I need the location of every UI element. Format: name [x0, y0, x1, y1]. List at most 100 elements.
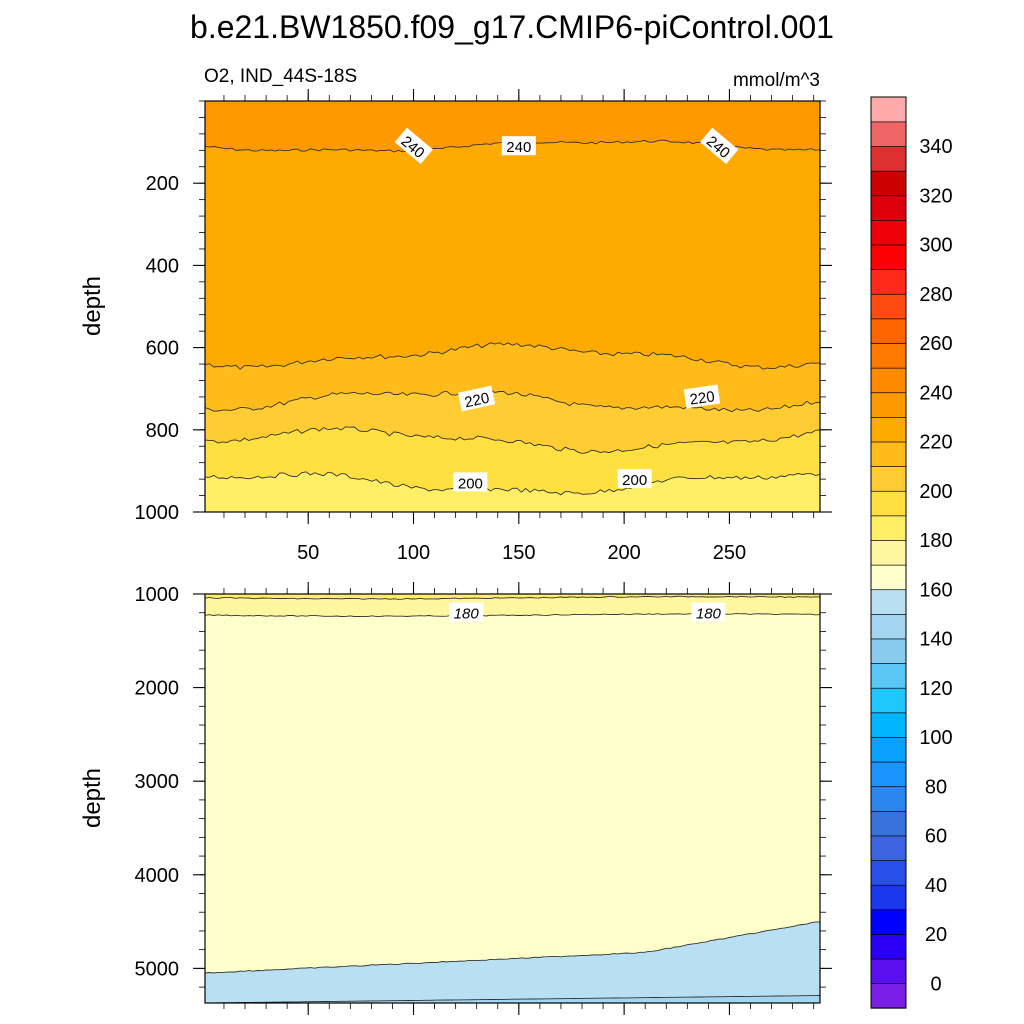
colorbar-swatch: [870, 244, 907, 270]
contour-label-box: [691, 602, 726, 622]
contour-label-box: [700, 127, 739, 165]
contour-label: 240: [506, 139, 531, 156]
colorbar-swatch: [870, 96, 907, 123]
contour-label-group: 240: [501, 136, 536, 156]
colorbar-swatch: [870, 441, 907, 467]
contour-fills: [205, 101, 820, 512]
contour-label-group: 180: [691, 602, 726, 623]
contour-label-box: [683, 384, 721, 409]
fill-band: [205, 921, 820, 1003]
colorbar-tick-label: 180: [919, 530, 952, 552]
colorbar-swatch: [870, 638, 907, 664]
x-tick-label: 200: [607, 542, 640, 564]
colorbar-swatch: [870, 589, 907, 615]
contour-line: [205, 471, 820, 496]
colorbar-tick-label: 20: [925, 924, 947, 946]
colorbar-swatch: [870, 367, 907, 394]
contour-fills: [205, 594, 820, 1003]
colorbar-tick-label: 0: [930, 973, 941, 995]
contour-label: 180: [454, 606, 480, 623]
contour-label: 180: [696, 606, 722, 623]
y-tick-label: 2000: [135, 678, 180, 700]
contour-label-box: [457, 385, 496, 412]
contour-label-group: 200: [617, 469, 652, 489]
colorbar-swatch: [870, 810, 907, 837]
colorbar-tick-label: 220: [919, 432, 952, 454]
colorbar-swatch: [870, 958, 907, 985]
colorbar-swatch: [870, 662, 907, 689]
contour-line: [205, 426, 820, 454]
contour-label-group: 200: [453, 472, 488, 492]
colorbar-swatch: [870, 909, 907, 935]
x-tick-label: 50: [297, 542, 319, 564]
colorbar-tick-label: 200: [919, 481, 952, 503]
contour-label: 220: [689, 388, 716, 408]
y-tick-label: 1000: [135, 584, 180, 606]
contour-label-box: [617, 469, 652, 489]
contour-label: 200: [458, 475, 483, 492]
colorbar-swatch: [870, 465, 907, 492]
colorbar-swatch: [870, 318, 907, 344]
upper-ylabel: depth: [79, 276, 106, 336]
colorbar-tick-label: 80: [925, 776, 947, 798]
contour-label-box: [501, 136, 536, 156]
panel-frame: [204, 593, 821, 1004]
contour-label-group: 220: [683, 384, 721, 409]
contour-label-group: 220: [457, 385, 496, 412]
colorbar-swatch: [870, 392, 907, 418]
fill-band: [205, 471, 820, 512]
colorbar-swatch: [870, 539, 907, 566]
y-tick-label: 800: [146, 420, 179, 442]
contour-line: [205, 995, 820, 1003]
colorbar-tick-label: 260: [919, 333, 952, 355]
colorbar-swatch: [870, 170, 907, 197]
colorbar-swatch: [870, 736, 907, 763]
contour-label-group: 180: [449, 602, 484, 623]
contour-label-box: [394, 127, 433, 165]
y-tick-label: 600: [146, 338, 179, 360]
colorbar-swatch: [870, 269, 907, 295]
colorbar-swatch: [870, 687, 907, 714]
panel-frame: [204, 100, 821, 513]
y-tick-label: 4000: [135, 865, 180, 887]
contour-line: [205, 389, 820, 413]
variable-label: O2, IND_44S-18S: [204, 66, 357, 87]
colorbar-swatch: [870, 293, 907, 320]
colorbar-swatch: [870, 835, 907, 861]
colorbar-frame: [870, 96, 907, 1009]
x-tick-label: 150: [502, 542, 535, 564]
y-tick-label: 200: [146, 173, 179, 195]
colorbar-swatch: [870, 859, 907, 886]
colorbar-swatch: [870, 613, 907, 640]
contour-label-box: [453, 472, 488, 492]
colorbar-tick-label: 60: [925, 826, 947, 848]
contour-line: [205, 921, 820, 974]
colorbar-tick-label: 240: [919, 382, 952, 404]
colorbar-tick-label: 140: [919, 629, 952, 651]
units-label: mmol/m^3: [733, 70, 820, 91]
y-tick-label: 400: [146, 255, 179, 277]
contour-label: 200: [622, 472, 647, 489]
colorbar-tick-label: 300: [919, 235, 952, 257]
colorbar-swatch: [870, 145, 907, 172]
colorbar-swatch: [870, 884, 907, 911]
colorbar-swatch: [870, 416, 907, 443]
colorbar-tick-label: 160: [919, 579, 952, 601]
chart-title: b.e21.BW1850.f09_g17.CMIP6-piControl.001: [190, 9, 834, 45]
colorbar-swatch: [870, 983, 907, 1009]
y-tick-label: 1000: [135, 502, 180, 524]
lower-ylabel: depth: [79, 768, 106, 828]
lower-contour-panel: 180 180 1000 2000 3000 4000 5000: [135, 582, 832, 1015]
colorbar-swatch: [870, 564, 907, 591]
colorbar-swatch: [870, 515, 907, 541]
colorbar-swatch: [870, 121, 907, 147]
colorbar-swatch: [870, 490, 907, 517]
colorbar-swatch: [870, 786, 907, 812]
colorbar-swatch: [870, 712, 907, 738]
contour-label: 220: [463, 390, 491, 412]
y-tick-label: 3000: [135, 771, 180, 793]
x-tick-label: 100: [397, 542, 430, 564]
fill-band: [205, 613, 820, 1003]
